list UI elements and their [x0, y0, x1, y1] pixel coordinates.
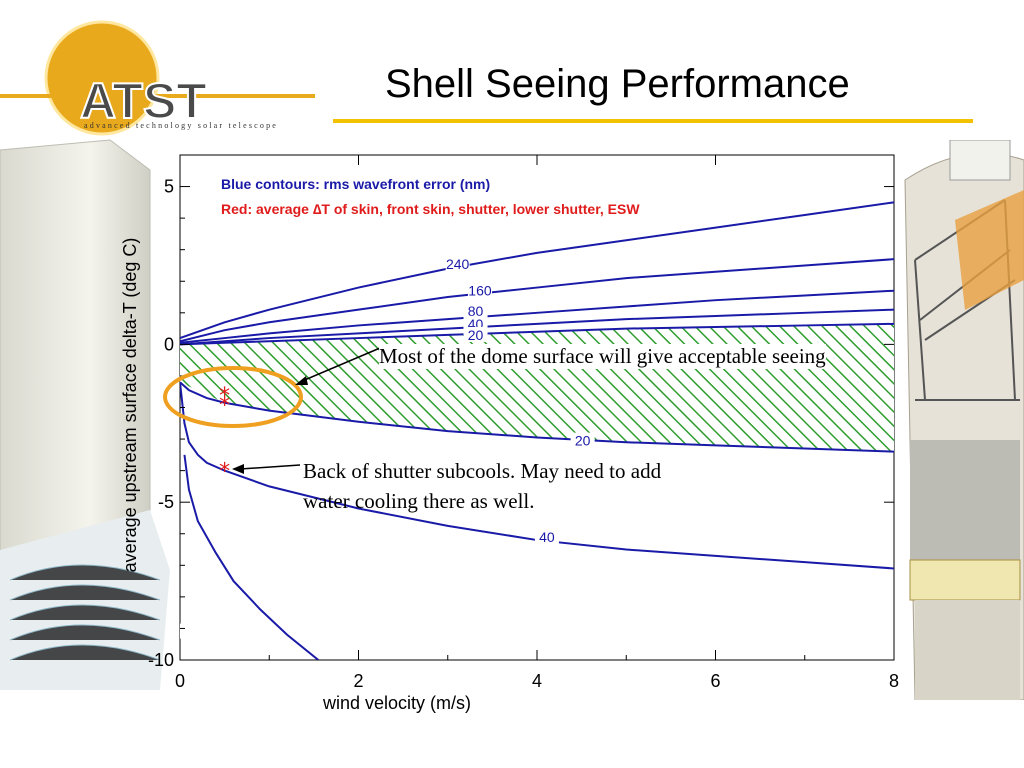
note1-arrow — [299, 347, 381, 383]
contour-line-80-2 — [180, 289, 894, 344]
contour-line-20-7 — [183, 454, 319, 660]
dome-rendering-left — [0, 139, 170, 690]
contour-label-bg — [570, 432, 595, 448]
page-title: Shell Seeing Performance — [385, 62, 850, 106]
contour-label-bg — [534, 528, 559, 544]
y-tick-label-0: 0 — [164, 334, 174, 354]
contour-line-20-4 — [180, 322, 894, 346]
contour-label-bg — [463, 326, 488, 342]
contour-label-bg — [445, 255, 470, 271]
contour-label-40: 40 — [539, 529, 555, 545]
x-tick-label-0: 0 — [175, 671, 185, 691]
contour-label-20: 20 — [468, 327, 484, 343]
contour-label-20: 20 — [575, 433, 591, 449]
annotation-shutter: Back of shutter subcools. May need to ad… — [303, 456, 823, 516]
y-axis-label: average upstream surface delta-T (deg C) — [120, 238, 140, 573]
x-tick-label-8: 8 — [889, 671, 899, 691]
note2-arrowhead — [232, 464, 244, 474]
logo-text: ATST — [80, 73, 207, 129]
contour-label-bg — [467, 282, 492, 298]
contour-label-240: 240 — [446, 256, 470, 272]
note1-arrowhead — [295, 376, 308, 385]
annotation-acceptable-seeing: Most of the dome surface will give accep… — [379, 344, 826, 369]
legend-red: Red: average ∆T of skin, front skin, shu… — [221, 201, 640, 217]
x-tick-label-6: 6 — [710, 671, 720, 691]
y-tick-label--5: -5 — [158, 492, 174, 512]
marker-point-1: * — [219, 393, 230, 418]
telescope-rendering-right — [904, 140, 1024, 700]
highlight-ellipse — [163, 366, 303, 428]
contour-line-240-0 — [180, 201, 894, 340]
contour-label-160: 160 — [468, 283, 492, 299]
contour-line-160-1 — [180, 258, 894, 343]
contour-line-20-5 — [180, 381, 894, 453]
x-axis-label: wind velocity (m/s) — [322, 693, 471, 713]
contour-line-40-6 — [180, 382, 894, 570]
contour-line-40-3 — [180, 308, 894, 346]
marker-point-2: * — [219, 460, 230, 485]
y-tick-label--10: -10 — [148, 650, 174, 670]
x-tick-label-2: 2 — [353, 671, 363, 691]
logo-subtitle: advanced technology solar telescope — [84, 121, 278, 130]
title-underline — [333, 119, 973, 123]
contour-label-20: 20 — [164, 624, 180, 640]
contour-label-bg — [463, 303, 488, 319]
marker-point-0: * — [219, 384, 230, 409]
annotation-shutter-line2: water cooling there as well. — [303, 489, 535, 513]
contour-label-bg — [180, 623, 185, 639]
x-tick-label-4: 4 — [532, 671, 542, 691]
legend-blue: Blue contours: rms wavefront error (nm) — [221, 176, 491, 192]
annotation-shutter-line1: Back of shutter subcools. May need to ad… — [303, 459, 662, 483]
atst-logo: ATST advanced technology solar telescope — [0, 20, 315, 136]
y-tick-label-5: 5 — [164, 177, 174, 197]
note2-arrow — [239, 464, 301, 470]
contour-label-80: 80 — [468, 303, 484, 319]
